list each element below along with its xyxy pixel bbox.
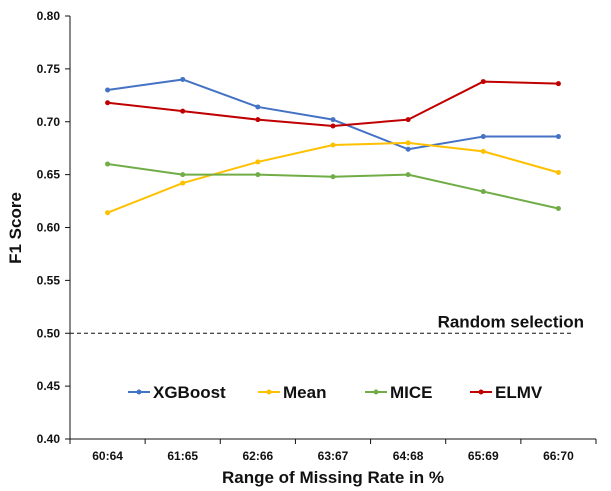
- data-point-mean: [480, 148, 486, 154]
- series-mice: [105, 161, 561, 211]
- data-point-xgboost: [180, 76, 186, 82]
- data-point-xgboost: [330, 117, 336, 123]
- data-point-mice: [255, 172, 261, 178]
- data-point-mice: [105, 161, 111, 167]
- legend-marker-elmv: [478, 389, 484, 395]
- data-point-elmv: [555, 81, 561, 87]
- data-point-elmv: [330, 123, 336, 129]
- data-point-elmv: [180, 108, 186, 114]
- data-point-xgboost: [255, 104, 261, 110]
- series-line-xgboost: [107, 78, 559, 151]
- legend-marker-mean: [266, 389, 272, 395]
- y-tick-label: 0.40: [37, 432, 61, 446]
- x-tick-label: 66:70: [543, 449, 574, 463]
- legend-marker-mice: [373, 389, 379, 395]
- y-tick-label: 0.65: [37, 168, 61, 182]
- data-point-mean: [330, 142, 336, 148]
- random-selection-label: Random selection: [438, 312, 584, 331]
- data-point-mice: [330, 174, 336, 180]
- axes: [69, 16, 596, 440]
- legend-label-mice: MICE: [390, 383, 433, 402]
- y-tick-label: 0.80: [37, 9, 61, 23]
- data-point-elmv: [480, 79, 486, 85]
- data-point-elmv: [255, 117, 261, 123]
- data-point-elmv: [405, 117, 411, 123]
- x-tick-label: 60:64: [92, 449, 123, 463]
- x-tick-label: 64:68: [393, 449, 424, 463]
- y-tick-label: 0.45: [37, 379, 61, 393]
- data-point-elmv: [105, 100, 111, 106]
- y-axis-title: F1 Score: [6, 192, 25, 264]
- x-tick-label: 63:67: [318, 449, 349, 463]
- data-point-mice: [480, 189, 486, 195]
- data-point-mice: [180, 172, 186, 178]
- x-tick-label: 65:69: [468, 449, 499, 463]
- data-point-mean: [180, 180, 186, 186]
- y-tick-label: 0.55: [37, 273, 61, 287]
- x-axis-ticks: 60:64 61:65 62:66 63:67 64:68 65:69 66:70: [69, 439, 597, 463]
- data-point-xgboost: [105, 87, 111, 93]
- reference-line-group: Random selection: [70, 312, 584, 334]
- legend-label-xgboost: XGBoost: [153, 383, 226, 402]
- y-tick-label: 0.60: [37, 221, 61, 235]
- y-axis-ticks: 0.40 0.45 0.50 0.55 0.60 0.65 0.70 0.75 0.80: [37, 9, 70, 446]
- series-elmv: [105, 79, 561, 129]
- series-xgboost: [105, 76, 561, 152]
- x-tick-label: 61:65: [167, 449, 198, 463]
- data-point-mice: [405, 172, 411, 178]
- data-point-mice: [555, 205, 561, 211]
- y-tick-label: 0.75: [37, 62, 61, 76]
- legend-label-elmv: ELMV: [495, 383, 543, 402]
- y-tick-label: 0.50: [37, 326, 61, 340]
- x-axis-title: Range of Missing Rate in %: [222, 468, 444, 487]
- series-mean: [105, 140, 561, 216]
- data-point-xgboost: [480, 134, 486, 140]
- data-point-xgboost: [555, 134, 561, 140]
- data-point-mean: [105, 210, 111, 216]
- series-layer: [105, 76, 561, 216]
- y-tick-label: 0.70: [37, 115, 61, 129]
- legend-label-mean: Mean: [283, 383, 326, 402]
- data-point-mean: [255, 159, 261, 165]
- legend: XGBoost Mean MICE ELMV: [128, 383, 543, 402]
- legend-marker-xgboost: [136, 389, 142, 395]
- data-point-mean: [405, 140, 411, 146]
- x-tick-label: 62:66: [243, 449, 274, 463]
- data-point-xgboost: [405, 146, 411, 152]
- data-point-mean: [555, 170, 561, 176]
